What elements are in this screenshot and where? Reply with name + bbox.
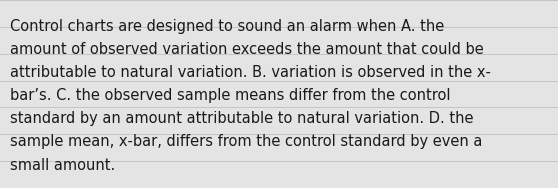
Text: bar’s. C. the observed sample means differ from the control: bar’s. C. the observed sample means diff… [10, 88, 450, 103]
Text: Control charts are designed to sound an alarm when A. the: Control charts are designed to sound an … [10, 19, 444, 34]
Text: attributable to natural variation. B. variation is observed in the x-: attributable to natural variation. B. va… [10, 65, 491, 80]
Text: amount of observed variation exceeds the amount that could be: amount of observed variation exceeds the… [10, 42, 484, 57]
Text: sample mean, x-bar, differs from the control standard by even a: sample mean, x-bar, differs from the con… [10, 134, 483, 149]
Text: standard by an amount attributable to natural variation. D. the: standard by an amount attributable to na… [10, 111, 474, 126]
Text: small amount.: small amount. [10, 158, 116, 173]
